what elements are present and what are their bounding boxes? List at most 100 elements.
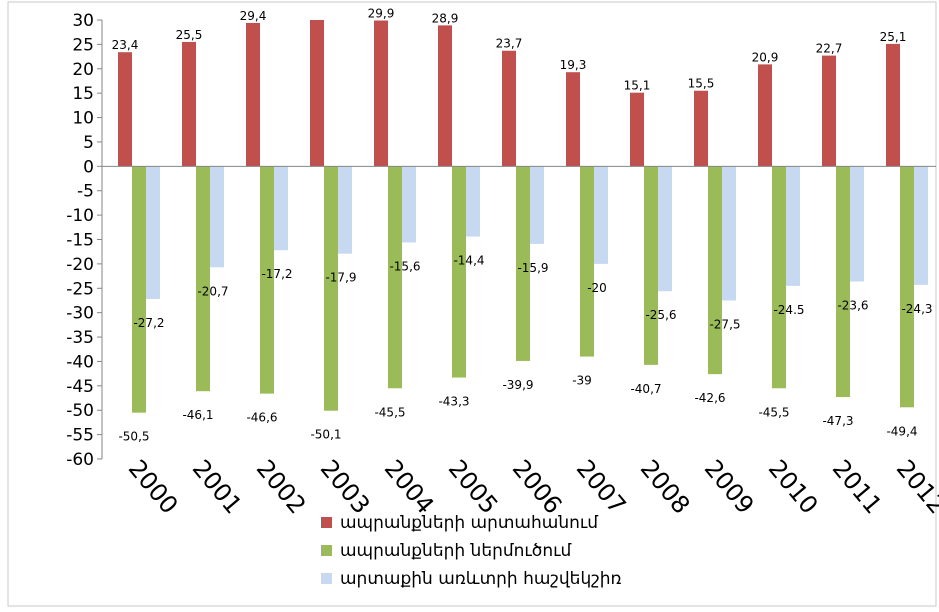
data-label: -42,6 bbox=[694, 391, 725, 405]
data-label: -50,1 bbox=[310, 428, 341, 442]
y-tick-label: 0 bbox=[83, 157, 94, 177]
bar-s1-2010 bbox=[758, 64, 772, 167]
y-tick-label: -15 bbox=[66, 231, 94, 251]
bar-s2-2008 bbox=[644, 166, 658, 365]
y-tick-label: -5 bbox=[77, 182, 94, 202]
bar-s2-2005 bbox=[452, 166, 466, 378]
y-tick-label: -35 bbox=[66, 328, 94, 348]
bar-s2-2007 bbox=[580, 166, 594, 357]
legend-swatch bbox=[321, 573, 332, 584]
bar-s1-2006 bbox=[502, 50, 516, 167]
legend-label: ապրանքների ներմուծում bbox=[340, 541, 572, 561]
y-tick-label: 5 bbox=[83, 133, 94, 153]
data-label: -27,2 bbox=[133, 316, 164, 330]
bar-s2-2012 bbox=[900, 166, 914, 408]
bar-s3-2009 bbox=[722, 166, 736, 301]
bar-s1-2003 bbox=[310, 20, 324, 167]
data-label: 22,7 bbox=[816, 42, 843, 56]
bar-s3-2005 bbox=[466, 166, 480, 237]
data-label: 25,5 bbox=[176, 28, 203, 42]
bars bbox=[118, 20, 928, 413]
bar-s1-2001 bbox=[182, 41, 196, 167]
data-label: 20,9 bbox=[752, 50, 779, 64]
data-label: -20,7 bbox=[197, 284, 228, 298]
bar-s1-2012 bbox=[886, 43, 900, 167]
y-tick-label: -45 bbox=[66, 377, 94, 397]
bar-s3-2003 bbox=[338, 166, 352, 254]
bar-s2-2011 bbox=[836, 166, 850, 398]
bar-s3-2008 bbox=[658, 166, 672, 292]
data-label: -27,5 bbox=[709, 317, 740, 331]
y-tick-label: -20 bbox=[66, 255, 94, 275]
y-tick-label: -10 bbox=[66, 206, 94, 226]
y-tick-label: 30 bbox=[72, 11, 94, 31]
data-label: -40,7 bbox=[630, 382, 661, 396]
data-label: 15,1 bbox=[624, 79, 651, 93]
data-label: -46,6 bbox=[246, 411, 277, 425]
bar-s3-2007 bbox=[594, 166, 608, 264]
y-tick-label: 15 bbox=[72, 84, 94, 104]
bar-s1-2009 bbox=[694, 90, 708, 167]
data-label: -45,5 bbox=[758, 405, 789, 419]
bar-s1-2005 bbox=[438, 25, 452, 167]
bar-s2-2003 bbox=[324, 166, 338, 411]
y-tick-label: -40 bbox=[66, 352, 94, 372]
data-label: -25,6 bbox=[645, 308, 676, 322]
data-label: -24,3 bbox=[901, 302, 932, 316]
data-label: -17,9 bbox=[325, 271, 356, 285]
data-label: 29,4 bbox=[240, 9, 267, 23]
bar-s2-2000 bbox=[132, 166, 146, 413]
y-tick-label: 20 bbox=[72, 60, 94, 80]
data-label: -46,1 bbox=[182, 408, 213, 422]
data-label: -43,3 bbox=[438, 395, 469, 409]
data-label: 15,5 bbox=[688, 77, 715, 91]
data-label: -49,4 bbox=[886, 424, 917, 438]
legend-swatch bbox=[321, 517, 332, 528]
legend-swatch bbox=[321, 545, 332, 556]
legend: ապրանքների արտահանում ապրանքների ներմուծո… bbox=[321, 513, 622, 589]
data-label: -39,9 bbox=[502, 378, 533, 392]
bar-s2-2004 bbox=[388, 166, 402, 389]
bar-s3-2010 bbox=[786, 166, 800, 286]
y-tick-label: -50 bbox=[66, 401, 94, 421]
bar-s1-2008 bbox=[630, 92, 644, 167]
bar-s1-2011 bbox=[822, 55, 836, 167]
data-label: 23,4 bbox=[112, 38, 139, 52]
y-tick-label: -55 bbox=[66, 426, 94, 446]
bar-s3-2001 bbox=[210, 166, 224, 268]
bar-s1-2000 bbox=[118, 52, 132, 167]
data-label: -39 bbox=[572, 374, 592, 388]
y-tick-label: -30 bbox=[66, 304, 94, 324]
data-label: -17,2 bbox=[261, 267, 292, 281]
bar-s2-2002 bbox=[260, 166, 274, 394]
data-label: -50,5 bbox=[118, 430, 149, 444]
data-label: 19,3 bbox=[560, 58, 587, 72]
data-label: 23,7 bbox=[496, 37, 523, 51]
bar-s2-2010 bbox=[772, 166, 786, 389]
bar-s3-2011 bbox=[850, 166, 864, 282]
bar-s3-2000 bbox=[146, 166, 160, 300]
data-label: -14,4 bbox=[453, 254, 484, 268]
data-label: -20 bbox=[587, 281, 607, 295]
legend-label: արտաքին առևտրի հաշվեկշիռ bbox=[340, 569, 622, 589]
bar-s2-2006 bbox=[516, 166, 530, 361]
y-tick-label: 10 bbox=[72, 109, 94, 129]
bar-s3-2006 bbox=[530, 166, 544, 244]
y-axis: 30 25 20 15 10 5 0 -5 -10 -15 -20 -25 -30 -35 -40 -45 -5… bbox=[66, 11, 103, 470]
bar-s1-2002 bbox=[246, 22, 260, 167]
data-label: -23,6 bbox=[837, 298, 868, 312]
data-label: -47,3 bbox=[822, 414, 853, 428]
legend-label: ապրանքների արտահանում bbox=[340, 513, 598, 533]
bar-s3-2004 bbox=[402, 166, 416, 243]
y-tick-label: 25 bbox=[72, 35, 94, 55]
data-label: 25,1 bbox=[880, 30, 907, 44]
bar-s1-2004 bbox=[374, 20, 388, 167]
bar-s3-2012 bbox=[914, 166, 928, 285]
data-label: -45,5 bbox=[374, 405, 405, 419]
data-label: -15,9 bbox=[517, 261, 548, 275]
data-label: -24.5 bbox=[773, 303, 804, 317]
y-tick-label: -25 bbox=[66, 279, 94, 299]
y-tick-label: -60 bbox=[66, 450, 94, 470]
bar-s1-2007 bbox=[566, 72, 580, 167]
